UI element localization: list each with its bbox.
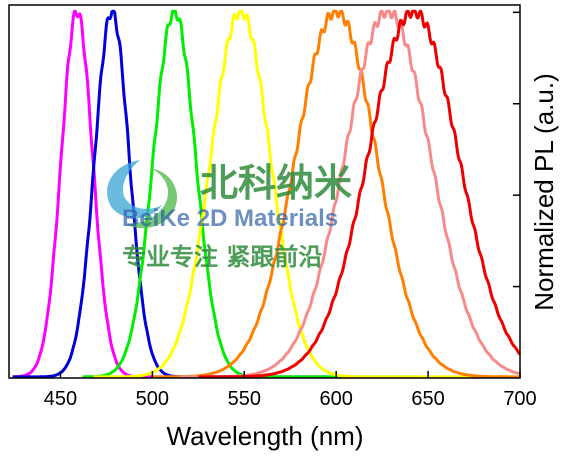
x-tick-label: 700: [503, 388, 536, 410]
x-tick-label: 600: [319, 388, 352, 410]
y-axis-title: Normalized PL (a.u.): [529, 73, 559, 310]
y-axis-ticks: [513, 11, 520, 288]
series-line-4: [151, 9, 521, 379]
watermark: 北科纳米 BeiKe 2D Materials 专业专注 紧跟前沿: [107, 160, 352, 271]
x-tick-label: 500: [136, 388, 169, 410]
plot-frame: [8, 4, 521, 379]
x-tick-label: 450: [44, 388, 77, 410]
watermark-logo-icon: [107, 160, 178, 229]
x-tick-label: 550: [228, 388, 261, 410]
x-axis-ticks: [59, 371, 521, 378]
x-axis-tick-labels: 450 500 550 600 650 700: [44, 388, 537, 410]
x-tick-label: 650: [411, 388, 444, 410]
x-axis-title: Wavelength (nm): [167, 421, 364, 451]
watermark-cn-title: 北科纳米: [200, 161, 352, 205]
series-line-6: [197, 9, 522, 379]
plot-area: [12, 9, 522, 379]
watermark-cn-slogan: 专业专注 紧跟前沿: [122, 243, 322, 271]
watermark-en-title: BeiKe 2D Materials: [122, 205, 338, 232]
series-line-3: [93, 9, 521, 379]
